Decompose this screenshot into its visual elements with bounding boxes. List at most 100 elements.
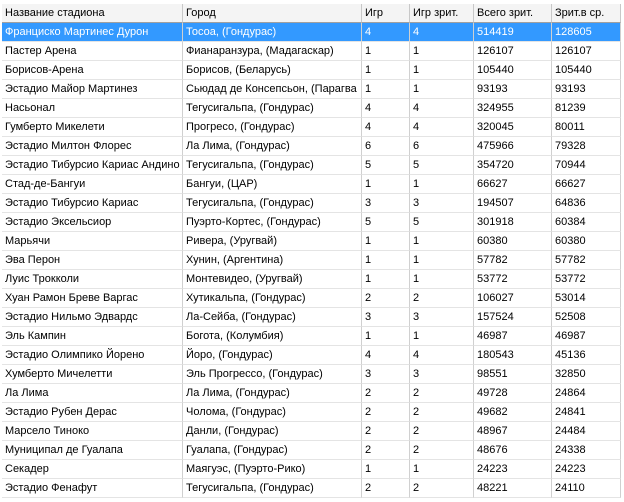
table-cell[interactable]: 53772	[552, 270, 621, 289]
table-cell[interactable]: Пастер Арена	[2, 42, 183, 61]
table-cell[interactable]: Тосоа, (Гондурас)	[183, 23, 362, 42]
table-cell[interactable]: 79328	[552, 137, 621, 156]
table-cell[interactable]: Богота, (Колумбия)	[183, 327, 362, 346]
table-cell[interactable]: Хуан Рамон Бреве Варгас	[2, 289, 183, 308]
table-cell[interactable]: 66627	[474, 175, 552, 194]
column-header[interactable]: Игр зрит.	[410, 4, 474, 23]
table-cell[interactable]: 93193	[552, 80, 621, 99]
table-cell[interactable]: Гумберто Микелети	[2, 118, 183, 137]
table-cell[interactable]: 4	[410, 99, 474, 118]
table-cell[interactable]: Борисов-Арена	[2, 61, 183, 80]
table-cell[interactable]: 128605	[552, 23, 621, 42]
table-cell[interactable]: 24841	[552, 403, 621, 422]
table-cell[interactable]: Хумберто Мичелетти	[2, 365, 183, 384]
table-cell[interactable]: Эстадио Тибурсио Кариас Андино	[2, 156, 183, 175]
table-cell[interactable]: Эстадио Тибурсио Кариас	[2, 194, 183, 213]
table-cell[interactable]: 126107	[474, 42, 552, 61]
table-cell[interactable]: 106027	[474, 289, 552, 308]
table-cell[interactable]: 1	[410, 61, 474, 80]
table-cell[interactable]: Хутикальпа, (Гондурас)	[183, 289, 362, 308]
table-cell[interactable]: 3	[410, 308, 474, 327]
table-cell[interactable]: Ла Лима, (Гондурас)	[183, 137, 362, 156]
table-cell[interactable]: 64836	[552, 194, 621, 213]
table-cell[interactable]: Ривера, (Уругвай)	[183, 232, 362, 251]
table-cell[interactable]: Ла-Сейба, (Гондурас)	[183, 308, 362, 327]
table-cell[interactable]: 1	[410, 175, 474, 194]
table-cell[interactable]: Монтевидео, (Уругвай)	[183, 270, 362, 289]
table-cell[interactable]: Эль Кампин	[2, 327, 183, 346]
table-cell[interactable]: Борисов, (Беларусь)	[183, 61, 362, 80]
table-cell[interactable]: 80011	[552, 118, 621, 137]
table-cell[interactable]: 1	[410, 251, 474, 270]
table-cell[interactable]: Тегусигальпа, (Гондурас)	[183, 99, 362, 118]
table-cell[interactable]: 105440	[474, 61, 552, 80]
table-cell[interactable]: 1	[362, 232, 410, 251]
table-cell[interactable]: Луис Трокколи	[2, 270, 183, 289]
table-cell[interactable]: 4	[362, 118, 410, 137]
table-cell[interactable]: Секадер	[2, 460, 183, 479]
table-cell[interactable]: 180543	[474, 346, 552, 365]
table-cell[interactable]: 49728	[474, 384, 552, 403]
table-cell[interactable]: Маягуэс, (Пуэрто-Рико)	[183, 460, 362, 479]
table-cell[interactable]: Бангуи, (ЦАР)	[183, 175, 362, 194]
table-cell[interactable]: Франциско Мартинес Дурон	[2, 23, 183, 42]
table-cell[interactable]: 57782	[474, 251, 552, 270]
table-cell[interactable]: Эстадио Олимпико Йорено	[2, 346, 183, 365]
table-cell[interactable]: 2	[362, 479, 410, 498]
table-cell[interactable]: 2	[410, 384, 474, 403]
table-cell[interactable]: 5	[362, 213, 410, 232]
table-cell[interactable]: 5	[410, 156, 474, 175]
table-cell[interactable]: 24223	[552, 460, 621, 479]
table-cell[interactable]: Гуалапа, (Гондурас)	[183, 441, 362, 460]
table-cell[interactable]: 48676	[474, 441, 552, 460]
table-cell[interactable]: 1	[362, 61, 410, 80]
table-cell[interactable]: 52508	[552, 308, 621, 327]
table-cell[interactable]: 1	[362, 251, 410, 270]
column-header[interactable]: Зрит.в ср.	[552, 4, 621, 23]
table-cell[interactable]: 49682	[474, 403, 552, 422]
table-cell[interactable]: 194507	[474, 194, 552, 213]
table-cell[interactable]: 53772	[474, 270, 552, 289]
table-cell[interactable]: 2	[362, 384, 410, 403]
table-cell[interactable]: 70944	[552, 156, 621, 175]
table-cell[interactable]: 2	[362, 422, 410, 441]
table-cell[interactable]: Марьячи	[2, 232, 183, 251]
table-cell[interactable]: 24338	[552, 441, 621, 460]
table-cell[interactable]: 24484	[552, 422, 621, 441]
column-header[interactable]: Игр	[362, 4, 410, 23]
table-cell[interactable]: 98551	[474, 365, 552, 384]
table-cell[interactable]: 2	[410, 403, 474, 422]
table-cell[interactable]: 354720	[474, 156, 552, 175]
table-cell[interactable]: 24223	[474, 460, 552, 479]
table-cell[interactable]: 3	[362, 194, 410, 213]
table-cell[interactable]: Хунин, (Аргентина)	[183, 251, 362, 270]
table-cell[interactable]: 48221	[474, 479, 552, 498]
table-cell[interactable]: 1	[362, 175, 410, 194]
table-cell[interactable]: 2	[410, 289, 474, 308]
table-cell[interactable]: 46987	[474, 327, 552, 346]
table-cell[interactable]: 2	[362, 289, 410, 308]
table-cell[interactable]: 4	[410, 23, 474, 42]
table-cell[interactable]: 32850	[552, 365, 621, 384]
table-cell[interactable]: Чолома, (Гондурас)	[183, 403, 362, 422]
table-cell[interactable]: 46987	[552, 327, 621, 346]
table-cell[interactable]: 157524	[474, 308, 552, 327]
table-cell[interactable]: 2	[362, 441, 410, 460]
table-cell[interactable]: Эва Перон	[2, 251, 183, 270]
table-cell[interactable]: 1	[362, 270, 410, 289]
table-cell[interactable]: Фианаранзура, (Мадагаскар)	[183, 42, 362, 61]
column-header[interactable]: Название стадиона	[2, 4, 183, 23]
table-cell[interactable]: Насьонал	[2, 99, 183, 118]
table-cell[interactable]: 57782	[552, 251, 621, 270]
table-cell[interactable]: Эстадио Рубен Дерас	[2, 403, 183, 422]
table-cell[interactable]: Ла Лима, (Гондурас)	[183, 384, 362, 403]
table-cell[interactable]: 514419	[474, 23, 552, 42]
table-cell[interactable]: 1	[410, 460, 474, 479]
table-cell[interactable]: Пуэрто-Кортес, (Гондурас)	[183, 213, 362, 232]
table-cell[interactable]: 81239	[552, 99, 621, 118]
table-cell[interactable]: Эстадио Милтон Флорес	[2, 137, 183, 156]
table-cell[interactable]: 2	[362, 403, 410, 422]
table-cell[interactable]: 105440	[552, 61, 621, 80]
table-cell[interactable]: 24110	[552, 479, 621, 498]
table-cell[interactable]: 4	[410, 346, 474, 365]
